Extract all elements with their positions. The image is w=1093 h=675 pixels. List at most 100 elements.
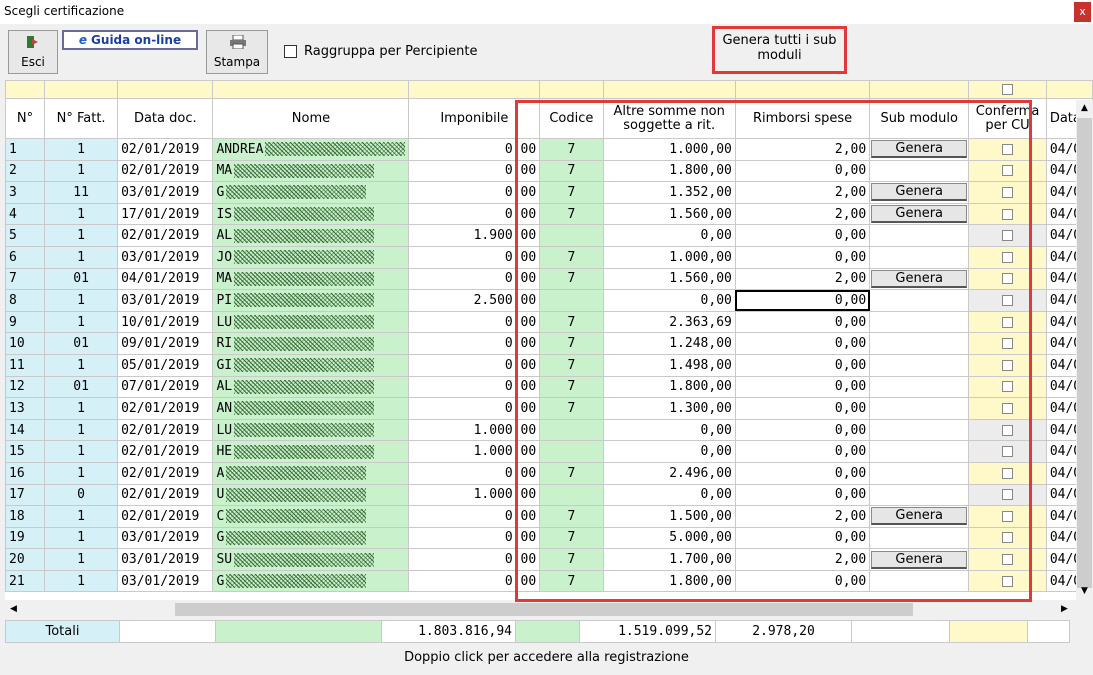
cell-rimborsi[interactable]: 0,00 xyxy=(734,289,871,312)
cell-data[interactable]: 02/01/2019 xyxy=(117,159,214,183)
filter-cell[interactable] xyxy=(869,80,970,99)
col-imponibile[interactable]: Imponibile xyxy=(408,98,541,139)
cell-codice[interactable] xyxy=(539,418,604,442)
cell-codice[interactable]: 7 xyxy=(539,202,604,226)
cell-rimborsi[interactable]: 0,00 xyxy=(734,569,871,593)
cell-nome[interactable]: MA xyxy=(212,159,410,183)
cell-n[interactable]: 21 xyxy=(5,569,46,593)
cell-rimborsi[interactable]: 2,00 xyxy=(734,548,871,571)
cell-imponibile[interactable]: 0,00 xyxy=(408,375,541,399)
cell-altre[interactable]: 2.363,69 xyxy=(602,310,736,334)
cell-altre[interactable]: 0,00 xyxy=(602,440,736,463)
cell-fatt[interactable]: 1 xyxy=(44,569,119,593)
cell-imponibile[interactable]: 0,00 xyxy=(408,202,541,226)
cell-n[interactable]: 19 xyxy=(5,526,46,550)
cell-data[interactable]: 07/01/2019 xyxy=(117,375,214,399)
cell-n[interactable]: 10 xyxy=(5,332,46,355)
cell-rimborsi[interactable]: 0,00 xyxy=(734,332,871,355)
cell-codice[interactable]: 7 xyxy=(539,332,604,355)
checkbox-box[interactable] xyxy=(284,45,297,58)
cell-rimborsi[interactable]: 2,00 xyxy=(734,202,871,226)
cell-fatt[interactable]: 01 xyxy=(44,375,119,399)
cell-data[interactable]: 03/01/2019 xyxy=(117,548,214,571)
cell-data[interactable]: 03/01/2019 xyxy=(117,245,214,269)
esci-button[interactable]: Esci xyxy=(8,30,58,74)
table-row[interactable]: 8 1 03/01/2019 PI 2.500,00 0,00 0,00 04/01 xyxy=(5,289,1093,312)
cell-n[interactable]: 9 xyxy=(5,310,46,334)
conferma-checkbox[interactable] xyxy=(1002,208,1014,220)
cell-fatt[interactable]: 1 xyxy=(44,526,119,550)
conferma-checkbox[interactable] xyxy=(1002,273,1014,285)
conferma-checkbox[interactable] xyxy=(1002,165,1014,177)
cell-imponibile[interactable]: 0,00 xyxy=(408,526,541,550)
cell-nome[interactable]: SU xyxy=(212,548,410,571)
cell-imponibile[interactable]: 0,00 xyxy=(408,138,541,161)
guida-online-button[interactable]: e Guida on-line xyxy=(62,30,198,50)
close-button[interactable]: x xyxy=(1074,2,1091,22)
cell-rimborsi[interactable]: 2,00 xyxy=(734,505,871,528)
table-row[interactable]: 16 1 02/01/2019 A 0,00 7 2.496,00 0,00 04/01 xyxy=(5,461,1093,485)
cell-fatt[interactable]: 1 xyxy=(44,159,119,183)
conferma-checkbox[interactable] xyxy=(1002,510,1014,522)
cell-fatt[interactable]: 1 xyxy=(44,418,119,442)
table-row[interactable]: 9 1 10/01/2019 LU 0,00 7 2.363,69 0,00 04/01 xyxy=(5,310,1093,334)
cell-data[interactable]: 02/01/2019 xyxy=(117,397,214,420)
col-nome[interactable]: Nome xyxy=(212,98,410,139)
cell-n[interactable]: 14 xyxy=(5,418,46,442)
cell-data[interactable]: 09/01/2019 xyxy=(117,332,214,355)
table-row[interactable]: 5 1 02/01/2019 AL 1.900,00 0,00 0,00 04/01 xyxy=(5,224,1093,247)
filter-cell[interactable] xyxy=(602,80,736,99)
cell-data[interactable]: 03/01/2019 xyxy=(117,526,214,550)
cell-altre[interactable]: 1.500,00 xyxy=(602,505,736,528)
table-row[interactable]: 21 1 03/01/2019 G 0,00 7 1.800,00 0,00 04/01 xyxy=(5,569,1093,593)
cell-codice[interactable]: 7 xyxy=(539,138,604,161)
cell-nome[interactable]: LU xyxy=(212,310,410,334)
cell-nome[interactable]: G xyxy=(212,569,410,593)
cell-n[interactable]: 6 xyxy=(5,245,46,269)
cell-imponibile[interactable]: 0,00 xyxy=(408,353,541,377)
cell-altre[interactable]: 1.800,00 xyxy=(602,375,736,399)
cell-codice[interactable]: 7 xyxy=(539,245,604,269)
stampa-button[interactable]: Stampa xyxy=(206,30,268,74)
col-conferma[interactable]: Conferma per CU xyxy=(968,98,1047,139)
cell-n[interactable]: 2 xyxy=(5,159,46,183)
conferma-checkbox[interactable] xyxy=(1002,338,1014,350)
cell-data[interactable]: 02/01/2019 xyxy=(117,418,214,442)
cell-nome[interactable]: GI xyxy=(212,353,410,377)
cell-data[interactable]: 02/01/2019 xyxy=(117,224,214,247)
cell-nome[interactable]: MA xyxy=(212,267,410,291)
cell-rimborsi[interactable]: 0,00 xyxy=(734,461,871,485)
cell-data[interactable]: 03/01/2019 xyxy=(117,289,214,312)
cell-n[interactable]: 13 xyxy=(5,397,46,420)
table-row[interactable]: 15 1 02/01/2019 HE 1.000,00 0,00 0,00 04/01 xyxy=(5,440,1093,463)
cell-nome[interactable]: LU xyxy=(212,418,410,442)
cell-data[interactable]: 10/01/2019 xyxy=(117,310,214,334)
cell-imponibile[interactable]: 2.500,00 xyxy=(408,289,541,312)
cell-fatt[interactable]: 1 xyxy=(44,224,119,247)
cell-n[interactable]: 1 xyxy=(5,138,46,161)
filter-cell[interactable] xyxy=(117,80,214,99)
cell-fatt[interactable]: 1 xyxy=(44,461,119,485)
cell-imponibile[interactable]: 1.000,00 xyxy=(408,418,541,442)
select-all-checkbox[interactable] xyxy=(1002,84,1014,95)
cell-n[interactable]: 17 xyxy=(5,483,46,507)
conferma-checkbox[interactable] xyxy=(1002,554,1014,566)
filter-cell[interactable] xyxy=(5,80,46,99)
cell-fatt[interactable]: 1 xyxy=(44,548,119,571)
conferma-checkbox[interactable] xyxy=(1002,575,1014,587)
conferma-checkbox[interactable] xyxy=(1002,316,1014,328)
cell-rimborsi[interactable]: 0,00 xyxy=(734,375,871,399)
cell-rimborsi[interactable]: 0,00 xyxy=(734,353,871,377)
cell-nome[interactable]: C xyxy=(212,505,410,528)
table-row[interactable]: 14 1 02/01/2019 LU 1.000,00 0,00 0,00 04/01 xyxy=(5,418,1093,442)
table-row[interactable]: 19 1 03/01/2019 G 0,00 7 5.000,00 0,00 04/01 xyxy=(5,526,1093,550)
conferma-checkbox[interactable] xyxy=(1002,251,1014,263)
conferma-checkbox[interactable] xyxy=(1002,424,1014,436)
cell-altre[interactable]: 1.498,00 xyxy=(602,353,736,377)
cell-rimborsi[interactable]: 0,00 xyxy=(734,418,871,442)
cell-nome[interactable]: A xyxy=(212,461,410,485)
cell-imponibile[interactable]: 0,00 xyxy=(408,397,541,420)
cell-rimborsi[interactable]: 0,00 xyxy=(734,440,871,463)
cell-data[interactable]: 17/01/2019 xyxy=(117,202,214,226)
filter-cell[interactable] xyxy=(539,80,604,99)
